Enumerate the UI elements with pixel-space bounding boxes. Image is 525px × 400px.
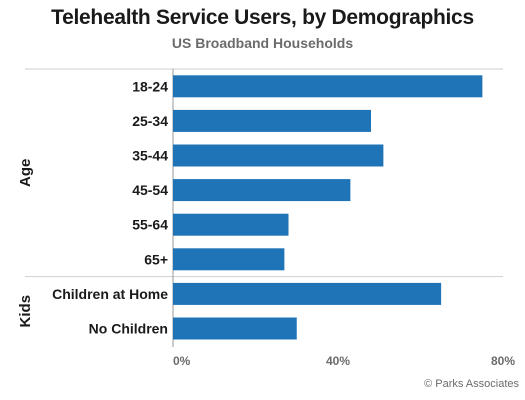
- chart-title: Telehealth Service Users, by Demographic…: [51, 6, 474, 29]
- category-label: 45-54: [132, 182, 168, 198]
- category-label: 35-44: [132, 148, 168, 164]
- category-label: 18-24: [132, 78, 168, 94]
- chart-subtitle: US Broadband Households: [171, 35, 354, 51]
- category-label: 65+: [144, 251, 168, 267]
- bar: [173, 179, 351, 202]
- group-label: Age: [17, 159, 34, 187]
- bar: [173, 109, 371, 132]
- group-label: Kids: [17, 295, 34, 328]
- x-tick-label: 40%: [326, 354, 350, 368]
- category-label: 25-34: [132, 113, 168, 129]
- bar: [173, 317, 297, 340]
- x-tick-label: 0%: [173, 354, 191, 368]
- category-label: 55-64: [132, 217, 168, 233]
- bar: [173, 282, 442, 305]
- category-label: Children at Home: [52, 286, 168, 302]
- bar: [173, 248, 285, 271]
- bar: [173, 144, 384, 167]
- copyright-notice: © Parks Associates: [424, 378, 519, 390]
- bar: [173, 75, 483, 98]
- x-tick-label: 80%: [491, 354, 515, 368]
- bar: [173, 213, 289, 236]
- category-label: No Children: [89, 321, 168, 337]
